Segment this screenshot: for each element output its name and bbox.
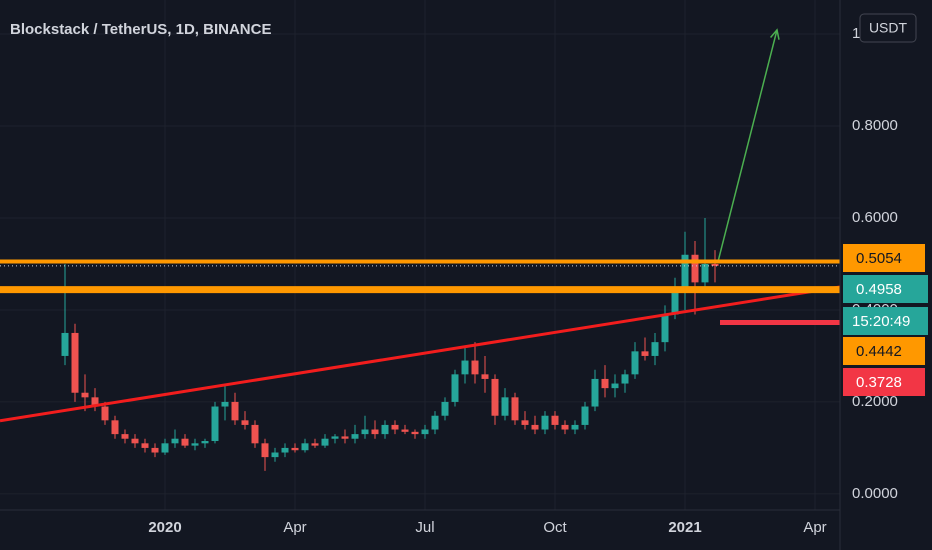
candle-body	[501, 397, 509, 416]
candle-body	[111, 420, 119, 435]
candle-body	[251, 424, 259, 444]
candle-body	[611, 383, 619, 389]
candle-body	[181, 438, 189, 446]
countdown-label: 15:20:49	[852, 313, 910, 330]
candle-body	[141, 443, 149, 448]
candle-body	[711, 263, 719, 266]
candle-body	[541, 415, 549, 430]
candle-body	[351, 434, 359, 439]
candle-body	[171, 438, 179, 444]
axes: 0.00000.20000.40000.60000.80001.00002020…	[148, 25, 898, 536]
candle-body	[461, 360, 469, 375]
candle-body	[91, 397, 99, 407]
candle-body	[531, 424, 539, 430]
price-label-box	[843, 244, 925, 272]
candle-body	[321, 438, 329, 446]
candle-body	[241, 420, 249, 425]
price-label-box	[843, 368, 925, 396]
candle-body	[221, 401, 229, 407]
candle-body	[451, 374, 459, 402]
candle-body	[261, 443, 269, 458]
candle-body	[631, 351, 639, 375]
candle-body	[641, 351, 649, 356]
chart-title: Blockstack / TetherUS, 1D, BINANCE	[10, 21, 271, 38]
price-label-box	[843, 337, 925, 365]
price-label: 0.3728	[856, 374, 902, 391]
candle-body	[201, 441, 209, 444]
candle-body	[331, 436, 339, 439]
candle-body	[401, 429, 409, 432]
candle-body	[161, 443, 169, 453]
candle-body	[621, 374, 629, 384]
candle-body	[511, 397, 519, 421]
y-tick-label: 0.6000	[852, 209, 898, 226]
candle-body	[471, 360, 479, 375]
candle-body	[671, 286, 679, 315]
candle-body	[151, 447, 159, 453]
candle-body	[431, 415, 439, 430]
price-labels: 0.5054 0.4958 15:20:49 0.4442 0.3728	[843, 244, 928, 396]
price-label-box	[843, 275, 928, 303]
candle-body	[441, 401, 449, 416]
candle-body	[411, 431, 419, 435]
candle-body	[551, 415, 559, 425]
candle-body	[581, 406, 589, 425]
candle-body	[361, 429, 369, 435]
x-tick-label: 2021	[668, 519, 701, 536]
arrow-head	[769, 28, 780, 40]
candle-body	[521, 420, 529, 425]
candle-body	[61, 332, 69, 356]
candle-body	[591, 378, 599, 407]
candle-body	[481, 374, 489, 379]
candle-body	[131, 438, 139, 444]
candle-body	[281, 447, 289, 453]
x-tick-label: Apr	[283, 519, 306, 536]
candle-body	[561, 424, 569, 430]
candle-body	[81, 392, 89, 398]
candle-body	[341, 436, 349, 439]
candle-body	[421, 429, 429, 435]
candle-body	[391, 424, 399, 430]
candle-body	[681, 254, 689, 287]
x-tick-label: Apr	[803, 519, 826, 536]
currency-button[interactable]	[859, 13, 917, 43]
candle-body	[291, 447, 299, 451]
x-tick-label: 2020	[148, 519, 181, 536]
y-tick-label: 0.8000	[852, 117, 898, 134]
candle-body	[701, 263, 709, 283]
candle-body	[101, 406, 109, 421]
arrow-line	[717, 29, 778, 262]
candle-body	[661, 314, 669, 343]
candle-body	[271, 452, 279, 458]
candle-body	[371, 429, 379, 435]
price-label: 0.5054	[856, 250, 902, 267]
y-tick-label: 0.2000	[852, 393, 898, 410]
x-tick-label: Oct	[543, 519, 567, 536]
candle-body	[601, 378, 609, 389]
y-tick-label: 0.0000	[852, 485, 898, 502]
trend-line	[0, 285, 841, 423]
candle-body	[311, 443, 319, 446]
candle-body	[491, 378, 499, 416]
x-tick-label: Jul	[415, 519, 434, 536]
candle-body	[651, 342, 659, 356]
candle-body	[691, 254, 699, 283]
plot	[0, 28, 841, 471]
price-label: 0.4442	[856, 343, 902, 360]
candle-body	[571, 424, 579, 430]
candle-body	[121, 434, 129, 439]
candle-body	[381, 424, 389, 435]
candle-body	[211, 406, 219, 442]
countdown-box	[843, 307, 928, 335]
price-label: 0.4958	[856, 281, 902, 298]
currency-label[interactable]: USDT	[869, 20, 908, 36]
candle-body	[231, 401, 239, 421]
candle-body	[301, 443, 309, 451]
candle-body	[71, 332, 79, 393]
candle-body	[191, 443, 199, 446]
